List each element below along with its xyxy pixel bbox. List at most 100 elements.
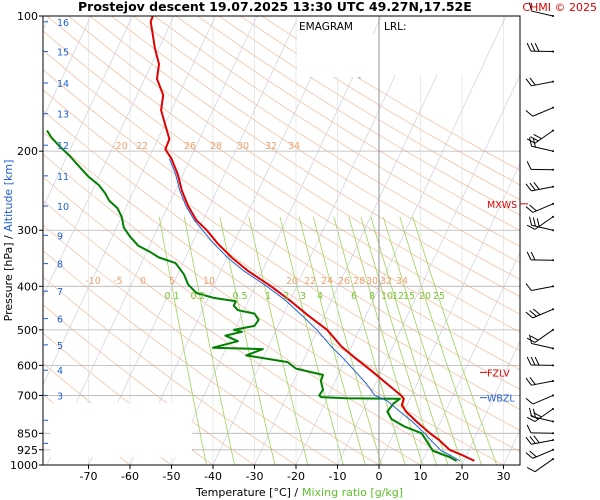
temperature-tick-label: -30 <box>246 470 264 483</box>
mixing-ratio-label: 20 <box>419 291 431 302</box>
temperature-tick-label: -60 <box>121 470 139 483</box>
dry-adiabat <box>111 16 520 280</box>
mixing-ratio-label: 0.5 <box>232 291 247 302</box>
dry-adiabat <box>46 16 520 333</box>
temperature-tick-label: 10 <box>414 470 428 483</box>
isotherm <box>295 16 507 465</box>
temperature-tick-label: -40 <box>204 470 222 483</box>
dry-adiabat-label: 30 <box>366 276 378 287</box>
series-line-temperature <box>149 16 475 462</box>
dry-adiabat-label: 30 <box>237 141 249 152</box>
mixing-ratio-label: 4 <box>317 291 323 302</box>
wind-barb-flag <box>526 224 536 230</box>
wind-barb-dot <box>552 50 554 53</box>
wind-barb-flag <box>533 412 542 418</box>
temperature-tick-label: -10 <box>329 470 347 483</box>
pressure-tick-label: 600 <box>17 359 38 372</box>
mixing-ratio-label: 15 <box>403 291 415 302</box>
legend-heading: EMAGRAM <box>299 21 353 33</box>
isotherm <box>545 16 600 465</box>
wind-barb-dot <box>552 439 554 442</box>
wind-barb-dot <box>552 202 554 205</box>
dry-adiabat-label: 34 <box>288 141 300 152</box>
wind-barb-dot <box>552 106 554 109</box>
wind-barb-flag <box>526 42 532 52</box>
wind-barb-flag <box>526 251 532 261</box>
wind-barb-flag <box>530 251 536 261</box>
wind-barb-dot <box>552 168 554 171</box>
wind-barb-shaft <box>532 449 554 459</box>
mixing-ratio-label: 3 <box>300 291 306 302</box>
series-line-dew-point <box>46 130 458 462</box>
wind-barb-dot <box>552 347 554 350</box>
y-axis-title-pressure: Pressure [hPa] / <box>2 235 15 321</box>
dry-adiabat <box>197 16 520 216</box>
wind-barb-dot <box>552 364 554 367</box>
wind-barb-flag <box>525 311 534 319</box>
dry-adiabat-label: 32 <box>265 141 277 152</box>
isotherm <box>171 16 382 465</box>
pressure-tick-label: 400 <box>17 280 38 293</box>
dry-adiabat-label: 32 <box>380 276 392 287</box>
wind-barb-flag <box>525 110 534 117</box>
wind-barb-flag <box>526 138 536 144</box>
pressure-tick-label: 700 <box>17 389 38 402</box>
wind-barb <box>525 77 554 87</box>
dry-adiabat <box>68 16 520 315</box>
wind-barb-dot <box>552 458 554 461</box>
mixing-ratio-label: 10 <box>381 291 393 302</box>
wind-barb <box>525 435 554 445</box>
isotherm <box>337 74 520 465</box>
wind-barb-flag <box>529 77 536 86</box>
altitude-tick-label: 8 <box>57 260 63 271</box>
wind-barb-dot <box>552 432 554 435</box>
wind-barb <box>525 106 554 117</box>
wind-barb <box>525 202 554 213</box>
wind-barb-flag <box>534 43 540 52</box>
isotherm <box>378 162 520 465</box>
wind-barb-flag <box>529 436 536 444</box>
dry-adiabat-label: 10 <box>203 276 215 287</box>
dry-adiabat-label: 34 <box>396 276 408 287</box>
altitude-tick-label: 3 <box>57 391 63 402</box>
plot-area <box>43 16 520 465</box>
wind-barb-flag <box>525 452 534 459</box>
wind-barb-dot <box>552 420 554 423</box>
wind-barb-flag <box>525 397 534 405</box>
grid-layer <box>43 16 600 465</box>
dry-adiabat-label: 22 <box>304 276 316 287</box>
mixing-ratio-label: 2 <box>283 291 289 302</box>
wind-barb-dot <box>552 229 554 232</box>
wind-barb-dot <box>552 379 554 382</box>
wind-barb-flag <box>530 136 539 142</box>
dry-adiabat-label: 0 <box>140 276 146 287</box>
wind-barb-flag <box>533 133 542 140</box>
wind-barb-shaft <box>531 285 554 292</box>
wind-barb <box>525 283 554 292</box>
wind-barb-dot <box>552 80 554 83</box>
isotherm <box>43 16 133 209</box>
wind-barb-flag <box>532 308 541 316</box>
altitude-tick-label: 6 <box>57 315 63 326</box>
wind-barb-flag <box>526 466 536 473</box>
dry-adiabat <box>43 110 520 431</box>
pressure-tick-label: 1000 <box>10 459 38 472</box>
wind-barb <box>526 424 554 435</box>
altitude-tick-label: 10 <box>57 202 69 213</box>
wind-barb-flag <box>530 356 536 366</box>
wind-barb-flag <box>534 356 540 366</box>
isotherm <box>587 16 600 465</box>
wind-barb-dot <box>552 185 554 188</box>
wind-barb-dot <box>552 308 554 311</box>
level-marker-label: WBZL <box>487 394 515 405</box>
wind-barb <box>526 215 554 230</box>
isotherm <box>461 340 520 465</box>
temperature-tick-label: -70 <box>80 470 98 483</box>
wind-barb-shaft <box>531 10 554 17</box>
altitude-tick-label: 11 <box>57 172 69 183</box>
lrl-box <box>382 17 472 75</box>
wind-barb-flag <box>526 356 532 366</box>
wind-barb <box>528 2 554 17</box>
dry-adiabat <box>175 16 520 231</box>
isotherm <box>88 16 299 465</box>
